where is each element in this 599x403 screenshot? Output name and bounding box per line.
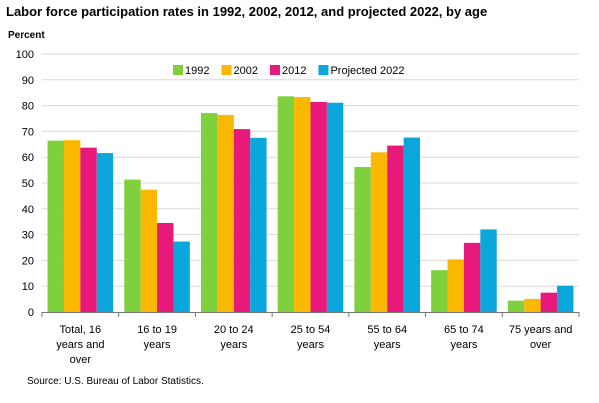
- axes: [41, 312, 580, 317]
- bar: [326, 102, 344, 313]
- bar: [124, 179, 141, 312]
- bar: [463, 242, 481, 312]
- bar: [63, 140, 81, 312]
- y-tick-label: 0: [28, 307, 34, 319]
- x-tick-label: 20 to 24 years: [214, 324, 254, 351]
- bar: [524, 298, 541, 312]
- bar: [277, 96, 295, 312]
- bar: [403, 137, 421, 312]
- bar: [200, 113, 218, 312]
- y-tick-label: 10: [22, 281, 34, 293]
- bar: [540, 292, 558, 312]
- legend-swatch: [221, 65, 232, 75]
- legend-label: 2002: [233, 65, 257, 77]
- legend: 1992 2002 2012 Projected 2022: [173, 65, 404, 77]
- bar: [431, 270, 448, 312]
- y-tick-label: 60: [22, 152, 34, 164]
- bar: [173, 241, 190, 312]
- x-tick-label: 65 to 74 years: [444, 324, 484, 351]
- y-tick-label: 40: [22, 204, 34, 216]
- bar: [294, 97, 311, 312]
- legend-label: 1992: [185, 65, 209, 77]
- bars: [47, 96, 574, 313]
- bar: [447, 259, 464, 312]
- bar: [387, 145, 404, 312]
- y-tick-label: 80: [22, 101, 34, 113]
- x-tick-label: 75 years and over: [509, 324, 573, 351]
- y-tick-label: 70: [22, 126, 34, 138]
- legend-swatch: [173, 65, 183, 75]
- y-tick-labels: 0 10 20 30 40 50 60 70 80 90 100: [16, 49, 34, 319]
- bar: [80, 147, 97, 312]
- bar: [354, 167, 371, 312]
- y-axis-label: Percent: [8, 30, 45, 41]
- x-tick-label: 55 to 64 years: [367, 324, 407, 351]
- bar: [507, 300, 525, 312]
- legend-label: 2012: [282, 65, 306, 77]
- bar: [310, 101, 327, 312]
- bar: [96, 153, 114, 312]
- y-tick-label: 90: [22, 75, 34, 87]
- y-tick-label: 50: [22, 178, 34, 190]
- x-tick-label: 25 to 54 years: [291, 324, 331, 351]
- x-tick-labels: Total, 16 years and over 16 to 19 years 20 to…: [56, 324, 572, 366]
- source-note: Source: U.S. Bureau of Labor Statistics.: [27, 376, 204, 387]
- legend-swatch: [269, 65, 280, 75]
- y-tick-label: 30: [22, 230, 34, 242]
- chart-title: Labor force participation rates in 1992,…: [6, 4, 488, 19]
- bar: [47, 140, 64, 312]
- legend-swatch: [318, 65, 329, 75]
- bar: [233, 129, 251, 312]
- bar: [480, 229, 497, 312]
- y-tick-label: 100: [16, 49, 34, 61]
- y-tick-label: 20: [22, 255, 34, 267]
- bar: [370, 152, 388, 312]
- x-tick-label: Total, 16 years and over: [56, 324, 104, 366]
- bar: [557, 285, 574, 312]
- legend-label: Projected 2022: [330, 65, 404, 77]
- bar: [250, 137, 267, 312]
- bar: [157, 222, 174, 312]
- bar: [217, 114, 234, 312]
- x-tick-label: 16 to 19 years: [137, 324, 177, 351]
- bar: [140, 189, 158, 312]
